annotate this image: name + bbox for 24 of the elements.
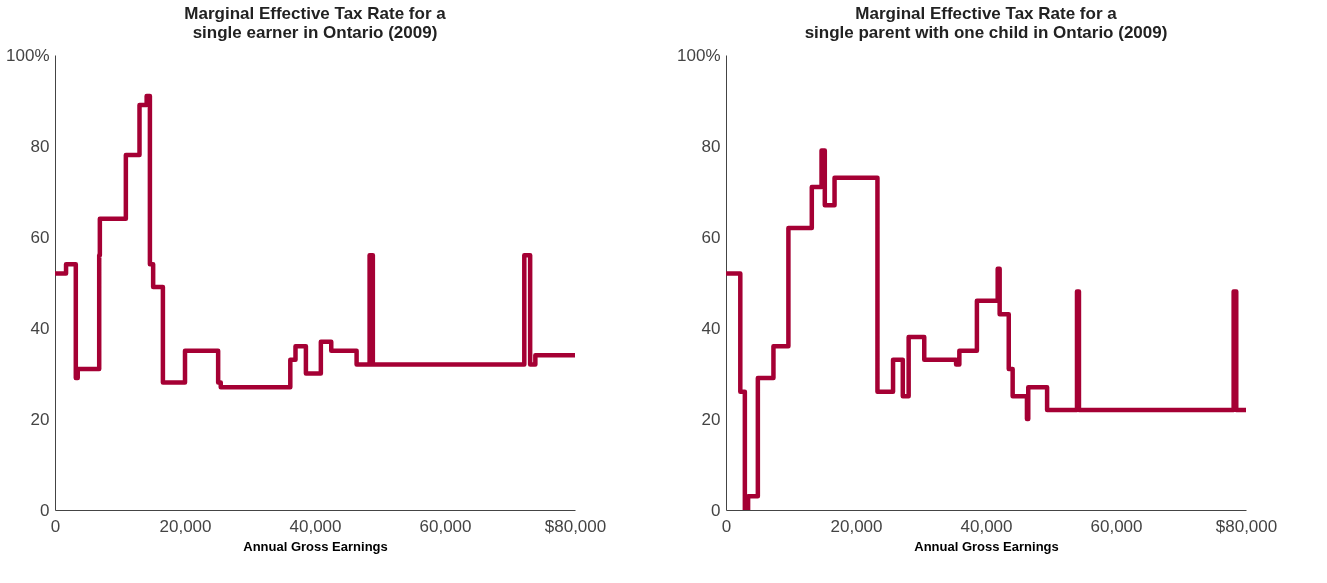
x-tick-label: 20,000 bbox=[830, 516, 883, 536]
x-axis-title: Annual Gross Earnings bbox=[243, 538, 388, 554]
y-tick-label: 40 bbox=[701, 318, 721, 338]
y-tick-label: 20 bbox=[701, 409, 721, 429]
x-tick-label: 60,000 bbox=[1090, 516, 1143, 536]
y-tick-label: 80 bbox=[30, 136, 50, 156]
y-tick-label: 20 bbox=[30, 409, 50, 429]
x-tick-label: 40,000 bbox=[960, 516, 1013, 536]
y-tick-label: 40 bbox=[30, 318, 50, 338]
y-tick-label: 0 bbox=[40, 500, 50, 520]
x-tick-label: 60,000 bbox=[419, 516, 472, 536]
chart-title: Marginal Effective Tax Rate for a single earner in Ontario (2009) bbox=[184, 4, 447, 42]
y-tick-label: 0 bbox=[711, 500, 721, 520]
y-tick-label: 80 bbox=[701, 136, 721, 156]
x-tick-label: 20,000 bbox=[159, 516, 212, 536]
y-tick-label: 60 bbox=[701, 227, 721, 247]
y-tick-label: 100% bbox=[677, 45, 721, 65]
chart-title: Marginal Effective Tax Rate for a single parent with one child in Ontario (2009) bbox=[804, 4, 1168, 42]
y-tick-label: 100% bbox=[6, 45, 50, 65]
x-tick-label: $80,000 bbox=[544, 516, 607, 536]
y-tick-label: 60 bbox=[30, 227, 50, 247]
x-axis-title: Annual Gross Earnings bbox=[914, 538, 1059, 554]
x-tick-label: $80,000 bbox=[1215, 516, 1278, 536]
x-tick-label: 40,000 bbox=[289, 516, 342, 536]
